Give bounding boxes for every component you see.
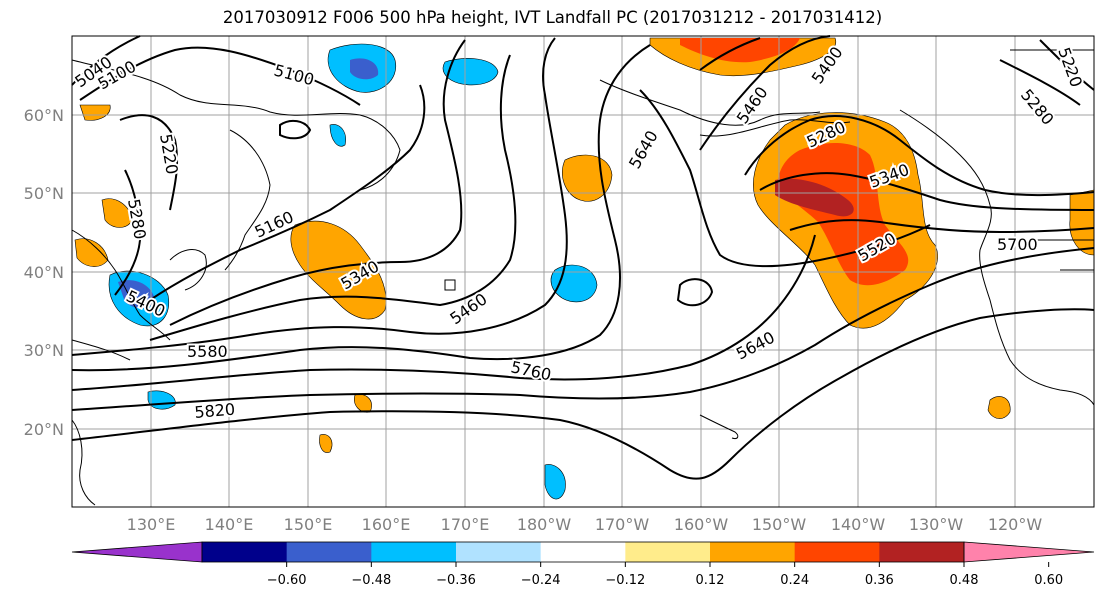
lat-label: 60°N [24, 106, 64, 125]
colorbar-extend-low [71, 541, 203, 563]
lon-label: 160°W [674, 515, 729, 534]
lon-label: 180°W [517, 515, 572, 534]
colorbar-tick-label: 0.24 [780, 573, 809, 588]
ivt-positive-region [79, 104, 111, 121]
ivt-positive-region [319, 434, 333, 453]
lon-label: 170°E [441, 515, 490, 534]
lon-label: 120°W [988, 515, 1043, 534]
lon-label: 160°E [362, 515, 411, 534]
ivt-negative-region [442, 58, 499, 86]
colorbar: −0.60 −0.48 −0.36 −0.24 −0.12 0.12 0.24 0.36 0.4… [71, 541, 1095, 588]
contour-label: 5700 [997, 235, 1038, 254]
lon-label: 170°W [595, 515, 650, 534]
colorbar-segment [625, 542, 711, 562]
lat-label: 50°N [24, 184, 64, 203]
colorbar-segment [371, 542, 457, 562]
map-frame [71, 35, 1095, 508]
colorbar-segment [540, 542, 626, 562]
ivt-max-region [775, 178, 854, 217]
colorbar-segment [879, 542, 965, 562]
lon-label: 150°W [752, 515, 807, 534]
longitude-labels: 130°E 140°E 150°E 160°E 170°E 180°W 170°… [127, 515, 1043, 534]
colorbar-segment [710, 542, 796, 562]
coastlines [71, 49, 1095, 506]
colorbar-tick-label: −0.12 [605, 573, 645, 588]
lon-label: 140°W [831, 515, 886, 534]
colorbar-segment [794, 542, 880, 562]
lon-label: 130°E [127, 515, 176, 534]
colorbar-tick-label: 0.36 [865, 573, 894, 588]
contour-label: 5580 [187, 342, 228, 361]
height-contours [71, 35, 1095, 480]
colorbar-tick-label: 0.48 [950, 573, 979, 588]
ivt-positive-region [101, 198, 133, 228]
map-panel: 5040 5100 5100 5220 5280 5160 5400 5340 … [69, 35, 1095, 508]
ivt-negative-region [544, 464, 566, 500]
ivt-negative-core [350, 58, 379, 80]
map-title: 2017030912 F006 500 hPa height, IVT Land… [222, 8, 883, 27]
colorbar-tick-label: −0.24 [521, 573, 561, 588]
ivt-positive-region [290, 220, 387, 320]
colorbar-segment [456, 542, 542, 562]
lon-label: 140°E [205, 515, 254, 534]
colorbar-tick-label: −0.48 [351, 573, 391, 588]
colorbar-tick-label: 0.12 [696, 573, 725, 588]
ivt-negative-core [118, 280, 155, 309]
ivt-positive-region [987, 396, 1011, 419]
latitude-labels: 60°N 50°N 40°N 30°N 20°N [24, 106, 64, 439]
lat-label: 20°N [24, 420, 64, 439]
colorbar-frame [201, 541, 965, 563]
ivt-strong-region [680, 38, 800, 63]
colorbar-segment [286, 542, 372, 562]
lat-label: 40°N [24, 263, 64, 282]
colorbar-extend-high [963, 541, 1095, 563]
lon-label: 150°E [284, 515, 333, 534]
contour-label: 5820 [194, 400, 236, 422]
colorbar-segment [202, 542, 288, 562]
lon-label: 130°W [909, 515, 964, 534]
colorbar-tick-label: 0.60 [1034, 573, 1063, 588]
colorbar-tick-label: −0.36 [436, 573, 476, 588]
ivt-negative-region [329, 124, 346, 147]
ivt-shading [74, 37, 1095, 500]
colorbar-tick-label: −0.60 [267, 573, 307, 588]
lat-label: 30°N [24, 341, 64, 360]
